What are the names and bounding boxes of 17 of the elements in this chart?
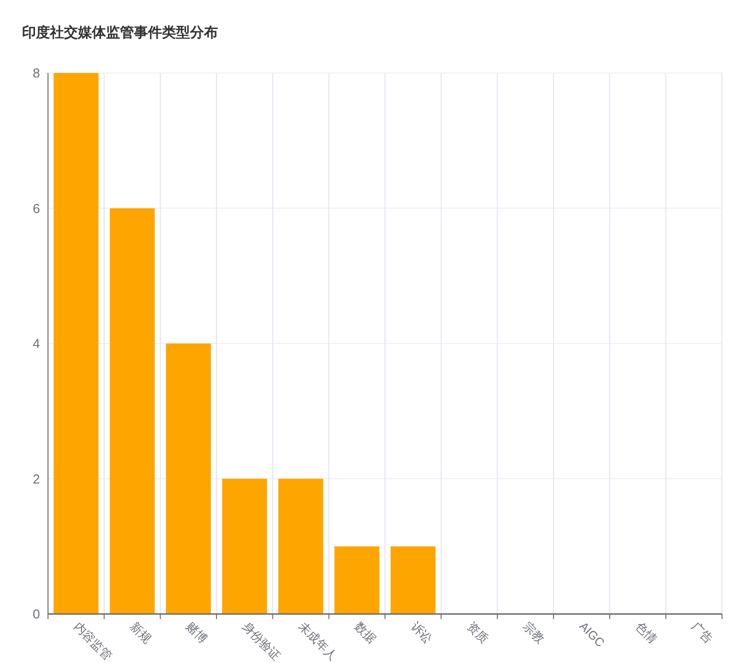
y-tick-label: 4 — [32, 336, 40, 351]
x-tick-label: 资质 — [464, 619, 492, 646]
y-tick-label: 0 — [32, 606, 40, 622]
x-tick-label: 诉讼 — [408, 619, 436, 646]
x-tick-label: 宗教 — [520, 619, 548, 646]
y-tick-label: 6 — [32, 200, 40, 216]
x-tick-label: 色情 — [632, 619, 660, 646]
y-tick-label: 8 — [32, 66, 40, 80]
chart-title: 印度社交媒体监管事件类型分布 — [22, 24, 218, 40]
y-tick-label: 2 — [32, 471, 40, 486]
x-tick-label: 内容监管 — [71, 619, 115, 663]
x-tick-label: 身份验证 — [240, 619, 284, 663]
x-tick-label: 未成年人 — [296, 619, 340, 663]
x-tick-label: 广告 — [688, 619, 716, 646]
x-tick-label: 赌博 — [183, 619, 210, 646]
x-tick-label: 数据 — [352, 619, 379, 646]
x-tick-label: 新规 — [127, 619, 154, 646]
